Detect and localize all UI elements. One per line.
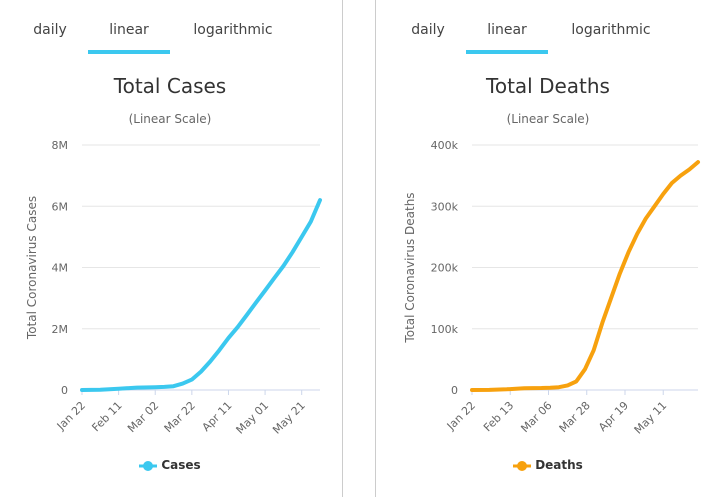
legend-line-icon	[139, 460, 158, 471]
x-tick-label: May 11	[632, 399, 670, 437]
series-line-deaths	[470, 160, 700, 392]
x-tick-label: Jan 22	[54, 399, 88, 433]
x-tick-label: May 21	[270, 399, 308, 437]
panel-divider-left	[342, 0, 343, 497]
tab-linear[interactable]: linear	[487, 22, 527, 38]
chart-title: Total Cases	[113, 74, 227, 98]
chart-subtitle: (Linear Scale)	[128, 112, 212, 126]
y-tick-label: 2M	[52, 323, 69, 336]
y-tick-label: 0	[61, 384, 68, 397]
x-tick-label: Mar 22	[162, 399, 198, 435]
y-axis-title: Total Coronavirus Deaths	[403, 192, 417, 343]
x-tick-label: Apr 11	[200, 399, 235, 434]
legend-line-icon	[513, 460, 532, 471]
tab-daily[interactable]: daily	[411, 22, 445, 38]
cases-chart-panel: daily linear logarithmic Total Cases (Li…	[0, 0, 340, 497]
x-tick-label: Feb 11	[89, 399, 124, 434]
x-tick-label: Apr 19	[596, 399, 631, 434]
y-axis-title: Total Coronavirus Cases	[25, 196, 39, 340]
panel-divider-right	[375, 0, 376, 497]
legend-label: Cases	[161, 458, 201, 472]
y-tick-label: 4M	[52, 262, 69, 275]
legend-label: Deaths	[535, 458, 583, 472]
chart-legend[interactable]: Deaths	[378, 458, 718, 472]
scale-tabs: daily linear logarithmic	[378, 0, 718, 56]
chart-subtitle: (Linear Scale)	[506, 112, 590, 126]
active-tab-indicator	[466, 50, 548, 54]
tab-logarithmic[interactable]: logarithmic	[193, 22, 273, 38]
x-tick-label: Feb 13	[481, 399, 516, 434]
deaths-chart: 0 100k 200k 300k 400k Jan 22 Feb 13 Mar 06 Mar 2…	[403, 139, 700, 437]
deaths-chart-panel: daily linear logarithmic Total Deaths (L…	[378, 0, 718, 497]
y-tick-label: 8M	[52, 139, 69, 152]
tab-linear[interactable]: linear	[109, 22, 149, 38]
tab-logarithmic[interactable]: logarithmic	[571, 22, 651, 38]
y-tick-label: 300k	[431, 200, 459, 213]
active-tab-indicator	[88, 50, 170, 54]
scale-tabs: daily linear logarithmic	[0, 0, 340, 56]
x-tick-label: Mar 06	[518, 399, 554, 435]
y-tick-label: 0	[451, 384, 458, 397]
x-tick-label: Mar 28	[557, 399, 593, 435]
chart-title: Total Deaths	[486, 74, 610, 98]
series-line-cases	[80, 198, 322, 392]
y-tick-label: 100k	[431, 323, 459, 336]
y-tick-label: 200k	[431, 262, 459, 275]
x-tick-label: Jan 22	[444, 399, 478, 433]
chart-legend[interactable]: Cases	[0, 458, 340, 472]
x-tick-label: Mar 02	[125, 399, 161, 435]
x-tick-label: May 01	[234, 399, 272, 437]
tab-daily[interactable]: daily	[33, 22, 67, 38]
y-tick-label: 400k	[431, 139, 459, 152]
y-tick-label: 6M	[52, 200, 69, 213]
